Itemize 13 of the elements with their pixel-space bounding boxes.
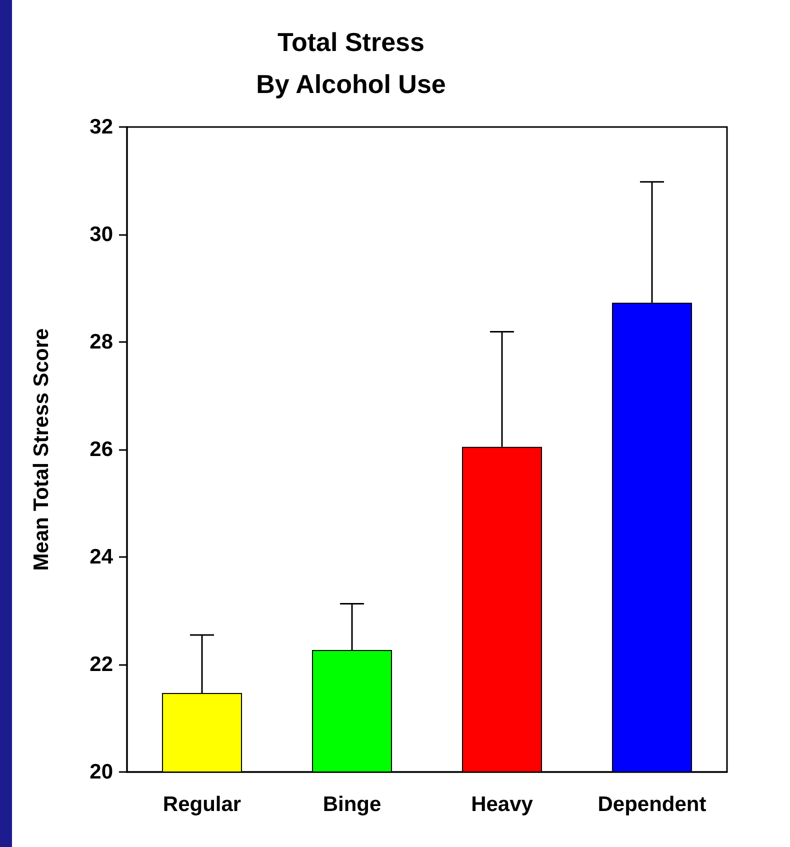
y-tick-label: 26 <box>90 438 113 461</box>
x-tick-label: Binge <box>322 793 382 816</box>
x-tick-label: Dependent <box>598 793 706 816</box>
y-tick-label: 20 <box>90 760 113 784</box>
y-tick-label: 22 <box>90 653 113 676</box>
x-tick-label: Heavy <box>471 793 534 816</box>
x-tick-label: Regular <box>162 793 242 816</box>
y-tick-label: 32 <box>90 116 113 138</box>
y-axis-title: Mean Total Stress Score <box>30 328 53 571</box>
y-tick-label: 30 <box>90 223 113 246</box>
y-tick-label: 24 <box>90 546 114 568</box>
chart-title: Total Stress By Alcohol Use <box>256 27 446 99</box>
y-tick-label: 28 <box>90 330 114 354</box>
